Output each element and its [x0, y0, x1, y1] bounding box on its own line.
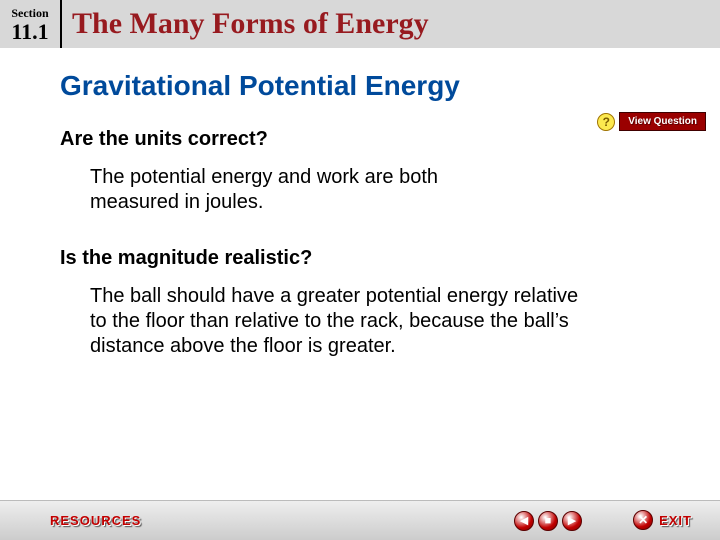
slide-header: Section 11.1 The Many Forms of Energy: [0, 0, 720, 48]
title-box: The Many Forms of Energy: [62, 0, 720, 48]
question-mark-icon: ?: [597, 113, 615, 131]
nav-footer: RESOURCES ◀ ■ ▶ ✕ EXIT: [0, 500, 720, 540]
close-icon: ✕: [638, 513, 648, 527]
chapter-title: The Many Forms of Energy: [72, 7, 429, 41]
prev-button[interactable]: ◀: [514, 511, 534, 531]
section-number: 11.1: [11, 21, 48, 43]
topic-heading: Gravitational Potential Energy: [60, 70, 660, 102]
answer-2: The ball should have a greater potential…: [90, 284, 590, 359]
section-box: Section 11.1: [0, 0, 62, 48]
next-icon: ▶: [568, 514, 576, 527]
question-2: Is the magnitude realistic?: [60, 247, 660, 270]
exit-icon[interactable]: ✕: [633, 510, 653, 530]
menu-button[interactable]: ■: [538, 511, 558, 531]
nav-group: ◀ ■ ▶: [514, 511, 582, 531]
view-question-button[interactable]: ? View Question: [597, 112, 706, 131]
next-button[interactable]: ▶: [562, 511, 582, 531]
prev-icon: ◀: [520, 514, 528, 527]
exit-area: ✕ EXIT: [633, 500, 692, 540]
resources-button[interactable]: RESOURCES: [50, 513, 141, 528]
answer-1: The potential energy and work are both m…: [90, 165, 530, 215]
view-question-label: View Question: [619, 112, 706, 131]
exit-button[interactable]: EXIT: [659, 513, 692, 528]
menu-icon: ■: [545, 515, 552, 527]
question-1: Are the units correct?: [60, 128, 660, 151]
